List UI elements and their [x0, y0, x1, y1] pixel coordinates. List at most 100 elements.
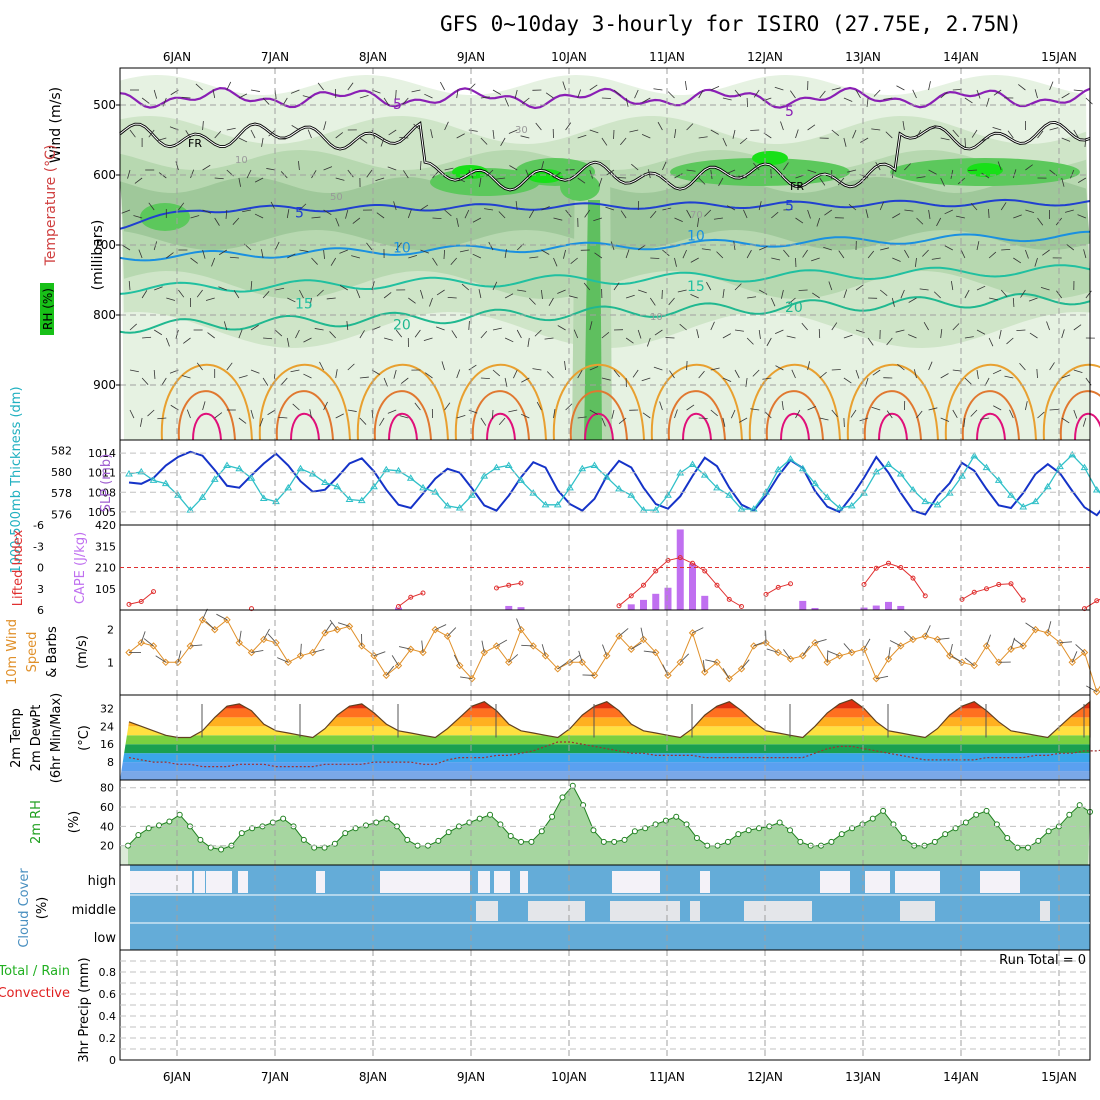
wind-barb	[486, 169, 494, 177]
wind-barb	[637, 329, 642, 339]
wind-barb	[847, 169, 857, 173]
li-line	[618, 557, 742, 607]
cape-bar	[664, 587, 672, 610]
side-label-rh: RH (%)	[41, 288, 55, 330]
rh-point	[580, 802, 587, 809]
li-point	[971, 589, 977, 595]
wind-barb	[964, 137, 966, 148]
wind-barb	[1028, 297, 1038, 302]
wind-barb	[940, 177, 945, 187]
wind-barb	[739, 137, 748, 145]
wind-barb	[262, 97, 270, 105]
wind-barb	[988, 251, 997, 259]
wind-barb	[1006, 337, 1014, 345]
cloud-unit-label: (%)	[35, 897, 50, 920]
top-date-label: 8JAN	[359, 50, 387, 64]
rh-point	[300, 836, 307, 843]
wind-barb	[451, 330, 458, 339]
wind-barb	[989, 297, 998, 301]
rh-tick-label: 40	[100, 820, 114, 833]
wind-barb	[589, 409, 598, 415]
wind-barb	[492, 327, 502, 331]
wind-barb	[450, 257, 458, 266]
top-date-label: 6JAN	[163, 50, 191, 64]
freezing-label: FR	[790, 180, 804, 193]
wind-barb-10m	[863, 638, 871, 650]
wind-barb-10m	[722, 668, 730, 679]
wind-barb	[202, 209, 212, 214]
wind-barb	[568, 295, 578, 299]
rh-contour-label: 70	[690, 210, 703, 221]
wind-barb	[1007, 130, 1014, 139]
li-tick-label: 6	[37, 604, 44, 617]
wind-barb	[1070, 169, 1075, 179]
wind-barb	[625, 249, 630, 259]
wind-barb	[981, 172, 990, 179]
wind-barb	[710, 85, 720, 91]
wind-barb	[371, 129, 376, 139]
wind-barb	[525, 169, 530, 179]
rh-point	[652, 821, 659, 828]
wind-barb	[1061, 137, 1071, 142]
wind-barb	[379, 417, 385, 426]
wind-barb	[274, 329, 283, 337]
wind-barb	[528, 210, 535, 219]
wind-barb	[529, 256, 539, 259]
wind-barb	[696, 329, 700, 339]
wind-barb	[468, 320, 470, 331]
wind-speed-point	[1080, 648, 1089, 657]
rh-point	[693, 834, 700, 841]
wind-barb	[783, 162, 789, 171]
wind-barb	[950, 281, 954, 291]
rh-point	[497, 821, 504, 828]
wind-barb	[916, 129, 922, 139]
isotherm-label: 10	[687, 229, 705, 245]
cloud-high-clear	[700, 871, 710, 893]
wind-barb	[993, 89, 1002, 96]
temp-band	[120, 735, 1090, 745]
wind-barb	[175, 329, 179, 339]
rh-area	[128, 785, 1090, 865]
wind-barb	[287, 297, 296, 303]
pressure-tick-label: 600	[93, 168, 116, 182]
wind-barb	[852, 129, 857, 139]
side-label-wind: Wind (m/s)	[48, 87, 64, 163]
wind-barb	[674, 173, 683, 179]
wind-barb	[653, 366, 663, 371]
wind-barb	[238, 375, 248, 379]
wind-unit-label: (m/s)	[75, 635, 90, 669]
warm-contour-inner	[388, 412, 418, 441]
isotherm-10	[119, 230, 1091, 262]
wind-barb-10m	[904, 630, 914, 640]
temp-unit-label: (°C)	[77, 725, 92, 751]
cloud-high-clear	[194, 871, 205, 893]
wind-barb	[583, 282, 591, 291]
li-point	[763, 591, 769, 597]
thickness-point	[382, 465, 391, 473]
top-date-label: 7JAN	[261, 50, 289, 64]
wind-barb	[1082, 417, 1087, 427]
precip-tick-label: 0.8	[99, 966, 117, 979]
wind-speed-point	[786, 655, 795, 663]
wind-barb	[347, 169, 354, 178]
thickness-point	[125, 470, 133, 477]
rh-point	[683, 821, 690, 828]
wind-barb	[480, 417, 487, 426]
wind-barb	[133, 215, 143, 219]
rh-point	[569, 782, 576, 789]
wind-speed-point	[933, 635, 942, 644]
wind-barb	[383, 97, 390, 106]
wind-speed-point	[529, 642, 537, 650]
wind-barb	[432, 217, 442, 220]
top-date-label: 15JAN	[1041, 50, 1077, 64]
wind-barb	[1085, 290, 1092, 299]
rh-unit-label: (%)	[67, 811, 82, 834]
wind-barb	[153, 241, 158, 251]
wind-barb	[697, 217, 700, 227]
li-point	[788, 581, 793, 587]
wind-barb	[291, 125, 300, 131]
li-point	[739, 603, 744, 609]
wind-barb	[992, 369, 1002, 375]
thickness-point	[749, 505, 758, 512]
rh-point	[931, 838, 938, 845]
